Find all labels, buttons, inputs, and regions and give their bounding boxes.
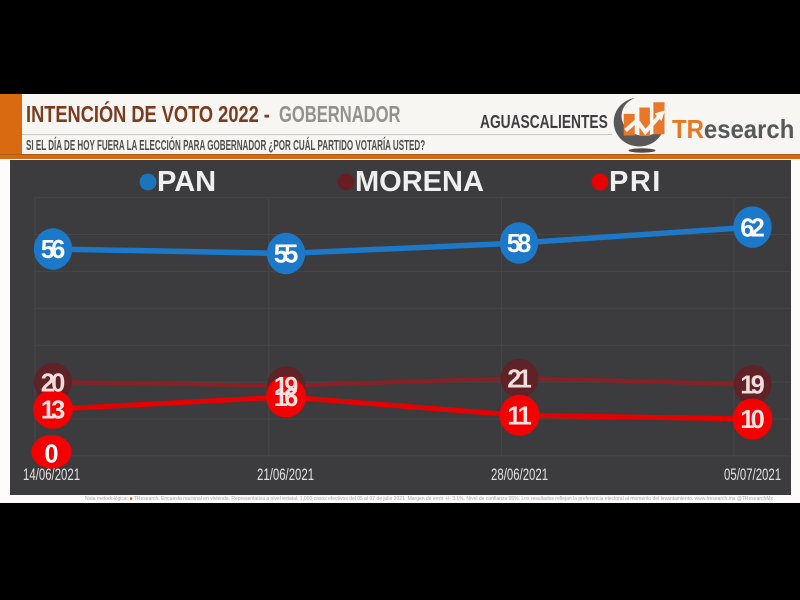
svg-text:62: 62 [740, 214, 765, 242]
svg-text:19: 19 [740, 372, 765, 400]
svg-text:56: 56 [41, 236, 66, 264]
svg-text:55: 55 [274, 241, 299, 269]
svg-text:20: 20 [41, 369, 66, 397]
svg-text:58: 58 [507, 230, 532, 258]
svg-text:21: 21 [507, 366, 532, 394]
svg-text:13: 13 [41, 396, 66, 424]
svg-text:16: 16 [274, 384, 299, 412]
svg-text:11: 11 [507, 403, 532, 431]
svg-text:19: 19 [274, 373, 299, 401]
svg-text:10: 10 [740, 406, 765, 434]
svg-text:0: 0 [44, 440, 58, 468]
